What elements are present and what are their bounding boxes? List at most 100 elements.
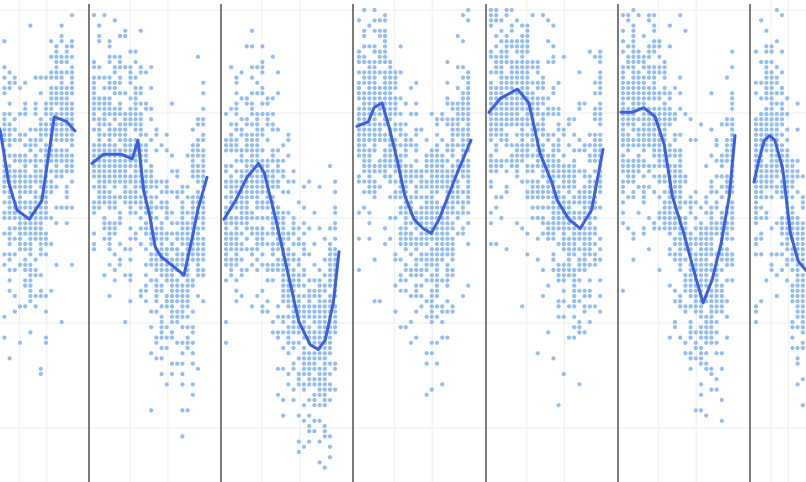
scatter-point <box>504 101 509 106</box>
scatter-point <box>33 226 38 231</box>
scatter-point <box>509 75 514 80</box>
scatter-point <box>190 163 195 169</box>
scatter-point <box>28 267 33 273</box>
scatter-point <box>317 392 322 397</box>
scatter-point <box>719 366 724 371</box>
scatter-point <box>535 184 540 189</box>
scatter-point <box>753 241 759 247</box>
scatter-point <box>683 215 688 221</box>
scatter-point <box>33 221 38 226</box>
scatter-point <box>499 101 504 106</box>
scatter-point <box>520 49 525 54</box>
scatter-point <box>112 65 117 70</box>
scatter-point <box>169 221 175 226</box>
scatter-point <box>301 371 307 377</box>
scatter-point <box>652 163 657 169</box>
scatter-point <box>38 241 43 247</box>
scatter-point <box>800 377 805 382</box>
scatter-point <box>535 101 540 106</box>
scatter-point <box>97 148 102 153</box>
scatter-point <box>107 39 112 44</box>
scatter-point <box>460 132 466 137</box>
scatter-point <box>724 174 730 179</box>
scatter-point <box>164 148 169 153</box>
scatter-point <box>175 283 180 288</box>
scatter-point <box>28 236 33 241</box>
scatter-point <box>307 439 312 444</box>
scatter-point <box>429 262 434 267</box>
scatter-point <box>414 111 419 117</box>
scatter-point <box>281 366 286 371</box>
scatter-point <box>175 319 180 325</box>
scatter-point <box>592 54 598 59</box>
scatter-point <box>795 241 800 247</box>
scatter-point <box>286 236 291 241</box>
scatter-point <box>28 23 33 28</box>
scatter-point <box>265 231 270 236</box>
scatter-point <box>49 184 54 189</box>
scatter-point <box>488 96 494 101</box>
scatter-point <box>367 80 372 85</box>
scatter-point <box>7 163 12 169</box>
scatter-point <box>631 54 636 59</box>
scatter-point <box>769 117 774 122</box>
scatter-point <box>582 101 587 106</box>
scatter-point <box>117 163 123 169</box>
scatter-point <box>631 179 636 184</box>
scatter-point <box>683 221 688 226</box>
scatter-point <box>678 262 683 267</box>
scatter-point <box>123 111 128 117</box>
scatter-point <box>398 96 403 101</box>
scatter-point <box>367 236 372 241</box>
scatter-point <box>759 236 764 241</box>
scatter-point <box>388 117 393 122</box>
scatter-point <box>33 293 38 299</box>
scatter-point <box>377 111 382 117</box>
scatter-point <box>587 319 592 325</box>
scatter-point <box>307 361 312 366</box>
scatter-point <box>704 257 709 262</box>
scatter-point <box>525 23 530 28</box>
scatter-point <box>582 195 587 200</box>
scatter-point <box>445 184 450 189</box>
scatter-point <box>255 174 260 179</box>
scatter-point <box>693 408 698 413</box>
scatter-point <box>312 314 317 319</box>
scatter-point <box>143 247 149 252</box>
scatter-point <box>138 111 143 117</box>
scatter-point <box>546 226 551 231</box>
scatter-point <box>154 215 159 221</box>
scatter-point <box>561 200 566 205</box>
scatter-point <box>229 174 234 179</box>
scatter-point <box>577 319 582 325</box>
scatter-point <box>759 205 764 210</box>
scatter-point <box>107 236 112 241</box>
scatter-point <box>790 169 795 174</box>
scatter-point <box>133 236 138 241</box>
scatter-point <box>107 54 112 59</box>
scatter-point <box>795 283 800 288</box>
scatter-point <box>190 195 195 200</box>
scatter-point <box>223 257 229 262</box>
scatter-point <box>672 148 678 153</box>
scatter-point <box>774 189 779 195</box>
scatter-point <box>620 49 626 54</box>
scatter-point <box>91 91 97 96</box>
scatter-point <box>128 106 133 111</box>
scatter-point <box>154 267 159 273</box>
scatter-point <box>646 70 652 75</box>
scatter-point <box>143 174 149 179</box>
scatter-point <box>260 101 265 106</box>
scatter-point <box>382 241 388 247</box>
scatter-point <box>753 153 759 158</box>
scatter-point <box>785 96 790 101</box>
scatter-point <box>223 252 229 257</box>
scatter-point <box>657 96 662 101</box>
scatter-point <box>17 247 23 252</box>
scatter-point <box>169 283 175 288</box>
scatter-point <box>307 351 312 356</box>
scatter-point <box>759 122 764 127</box>
scatter-point <box>641 127 646 132</box>
scatter-point <box>133 184 138 189</box>
scatter-point <box>133 101 138 106</box>
